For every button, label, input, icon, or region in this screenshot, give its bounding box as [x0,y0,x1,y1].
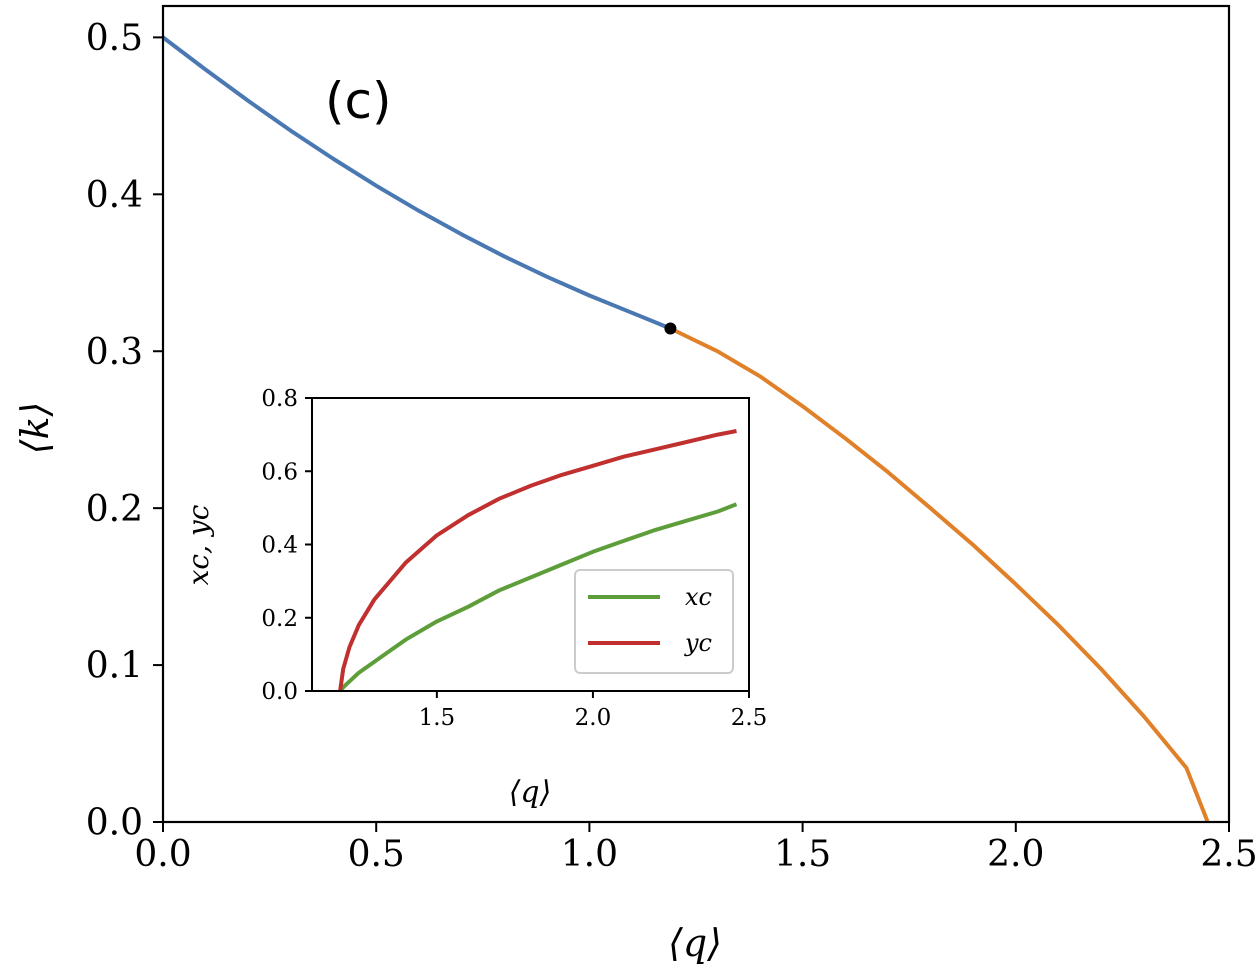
main-y-tick-label: 0.4 [86,175,143,216]
inset-x-axis-label: ⟨q⟩ [509,775,552,810]
main-y-tick-label: 0.1 [86,646,143,687]
main-series-line-branch-2 [669,326,1210,823]
main-x-tick-label: 2.0 [987,834,1044,875]
main-y-tick-label: 0.5 [86,18,143,59]
main-x-tick-label: 1.5 [774,834,831,875]
main-ticks-layer: 0.0 0.5 1.0 1.5 2.0 2.5 0.0 0.1 0.2 0.3 0.4 0.5 [86,18,1258,875]
critical-point-marker [664,322,677,335]
main-x-axis-label: ⟨q⟩ [668,921,722,965]
inset-axes: 1.5 2.0 2.5 0.0 0.2 0.4 0.6 0.8 ⟨q⟩ xc, yc xc y… [182,386,767,810]
main-y-tick-label: 0.0 [86,803,143,844]
main-x-tick-label: 2.5 [1200,834,1257,875]
panel-label: (c) [325,72,392,130]
main-plot-frame [161,4,1231,824]
inset-x-tick-label: 1.5 [419,705,456,731]
inset-ticks-layer: 1.5 2.0 2.5 0.0 0.2 0.4 0.6 0.8 [261,386,767,731]
inset-legend: xc yc [574,569,734,674]
inset-y-tick-label: 0.4 [261,533,298,559]
inset-series-layer [338,429,738,693]
inset-y-tick-label: 0.6 [261,459,298,485]
legend-label-yc: yc [684,629,712,657]
main-x-tick-label: 1.0 [561,834,618,875]
inset-plot-frame [311,397,750,692]
inset-y-tick-label: 0.8 [261,386,298,412]
inset-x-tick-label: 2.0 [575,705,612,731]
inset-y-tick-label: 0.0 [261,679,298,705]
main-y-tick-label: 0.3 [86,332,143,373]
main-axes: 0.0 0.5 1.0 1.5 2.0 2.5 0.0 0.1 0.2 0.3 0.4 0.5 (c)… [13,4,1258,965]
inset-x-tick-label: 2.5 [731,705,768,731]
main-y-tick-label: 0.2 [86,489,143,530]
legend-label-xc: xc [685,583,712,611]
inset-series-line-x_c [338,502,738,693]
main-x-tick-label: 0.5 [348,834,405,875]
inset-y-tick-label: 0.2 [261,606,298,632]
inset-series-line-y_c [338,429,737,692]
main-series-line-branch-1 [161,35,672,331]
main-series-layer [161,35,1210,823]
inset-y-axis-label: xc, yc [182,504,215,585]
main-y-axis-label: ⟨k⟩ [13,402,57,455]
main-x-tick-label: 0.0 [134,834,191,875]
